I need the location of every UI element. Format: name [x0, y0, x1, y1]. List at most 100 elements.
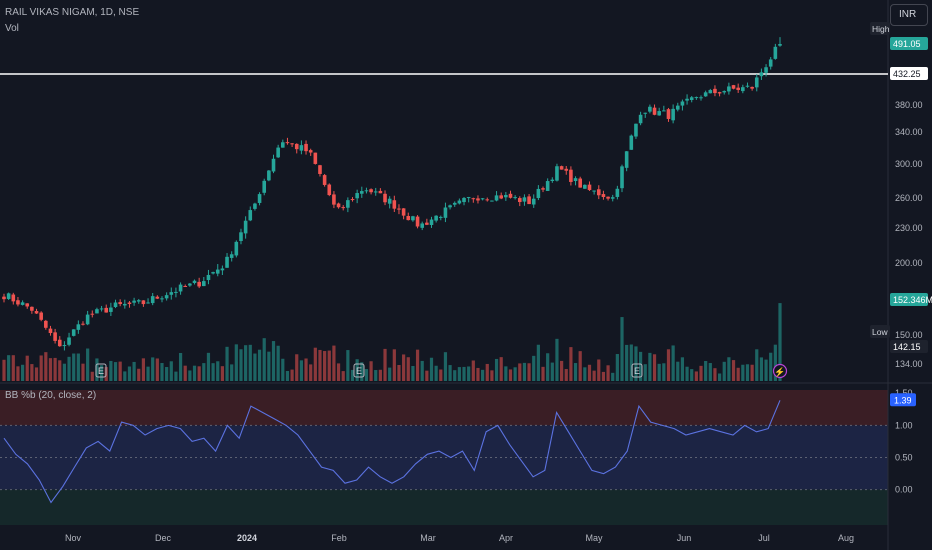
candle-body: [485, 199, 490, 201]
volume-bar: [34, 367, 39, 381]
volume-bar: [211, 363, 215, 381]
earnings-marker[interactable]: [631, 363, 643, 378]
candle-body: [276, 147, 280, 158]
volume-bar: [146, 366, 150, 381]
candle-body: [322, 175, 327, 185]
candle-body: [443, 207, 448, 218]
volume-bar: [541, 366, 545, 381]
candle-body: [67, 337, 71, 345]
earnings-marker[interactable]: [353, 363, 365, 378]
volume-bar: [694, 371, 698, 381]
volume-bar: [388, 367, 392, 381]
candle-body: [160, 298, 164, 300]
candle-body: [20, 302, 25, 305]
candle-body: [164, 295, 169, 299]
volume-bar: [494, 358, 499, 381]
candle-body: [596, 189, 601, 196]
price-badge: [890, 293, 928, 306]
candle-body: [476, 198, 480, 201]
candle-body: [146, 302, 150, 304]
candle-body: [541, 188, 545, 190]
candle-body: [109, 307, 113, 312]
volume-bar: [90, 371, 94, 381]
volume-bar: [165, 367, 169, 381]
volume-bar: [434, 365, 438, 381]
volume-bar: [336, 363, 341, 381]
price-badge-value: 142.15: [893, 342, 921, 352]
candle-body: [717, 92, 722, 94]
volume-bar: [58, 360, 62, 381]
volume-bar: [225, 346, 229, 381]
candle-body: [257, 194, 262, 203]
volume-bar: [638, 351, 643, 381]
candle-body: [452, 202, 457, 205]
candle-body: [192, 280, 197, 284]
candle-body: [773, 46, 778, 59]
dividend-marker[interactable]: [772, 363, 788, 379]
candle-body: [601, 194, 606, 198]
volume-bar: [2, 359, 6, 381]
volume-bar: [439, 369, 443, 381]
volume-bar: [722, 361, 726, 381]
candle-body: [369, 189, 373, 193]
candle-body: [703, 92, 708, 97]
candle-body: [699, 97, 703, 99]
volume-bar: [364, 369, 369, 381]
volume-bar: [704, 360, 708, 381]
price-badge-value: 432.25: [893, 69, 921, 79]
volume-bar: [420, 360, 424, 381]
volume-bar: [48, 358, 53, 381]
candle-body: [243, 220, 248, 234]
volume-bar: [197, 366, 201, 381]
indicator-value-badge: [890, 393, 916, 407]
volume-bar: [86, 348, 90, 381]
volume-bar: [318, 349, 322, 381]
candle-body: [271, 158, 276, 172]
candle-body: [494, 195, 499, 201]
candle-body: [327, 184, 332, 196]
volume-bar: [657, 363, 661, 381]
candle-body: [778, 44, 782, 46]
volume-bar: [202, 363, 206, 381]
volume-bar: [601, 371, 606, 381]
candle-body: [169, 292, 174, 295]
candle-body: [768, 59, 773, 67]
candle-body: [318, 165, 322, 174]
candle-body: [113, 302, 118, 308]
candle-body: [48, 328, 53, 334]
volume-bar: [99, 365, 104, 381]
candle-body: [490, 200, 494, 202]
volume-bar: [378, 369, 382, 381]
candle-body: [229, 254, 234, 258]
candle-body: [411, 216, 415, 221]
x-tick-label: Mar: [420, 533, 436, 543]
earnings-marker[interactable]: [95, 363, 107, 378]
candle-body: [657, 111, 661, 116]
earnings-marker-label: E: [98, 366, 104, 376]
x-tick-label: Jul: [758, 533, 770, 543]
candle-body: [680, 101, 685, 106]
price-badge-value: 491.05: [893, 39, 921, 49]
volume-bar: [20, 364, 25, 381]
candle-body: [736, 87, 740, 90]
volume-bar: [151, 357, 155, 381]
volume-bar: [555, 338, 559, 381]
candle-body: [290, 143, 294, 145]
volume-bar: [30, 364, 34, 381]
candle-body: [81, 323, 85, 325]
volume-bar: [220, 366, 224, 381]
price-badge: [890, 37, 928, 50]
x-tick-label: Feb: [331, 533, 347, 543]
currency-button[interactable]: INR: [890, 4, 928, 26]
volume-bar: [230, 364, 234, 381]
candle-body: [527, 196, 531, 205]
candle-body: [299, 145, 304, 151]
volume-bar: [169, 361, 173, 381]
volume-bar: [745, 364, 750, 381]
candle-body: [750, 86, 754, 89]
candle-body: [471, 198, 476, 200]
candle-body: [606, 196, 610, 199]
volume-bar: [253, 353, 257, 381]
candle-body: [466, 197, 471, 199]
